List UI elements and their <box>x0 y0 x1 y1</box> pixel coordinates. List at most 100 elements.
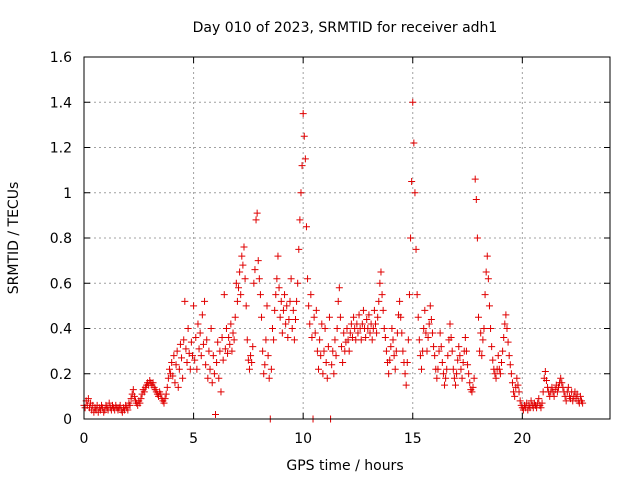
data-point <box>483 252 491 260</box>
x-tick-label: 10 <box>294 431 312 447</box>
data-point <box>304 275 312 283</box>
data-point <box>302 223 310 231</box>
data-point <box>515 388 523 396</box>
data-point <box>430 343 438 351</box>
chart-title: Day 010 of 2023, SRMTID for receiver adh… <box>193 20 498 36</box>
data-point <box>210 370 218 378</box>
data-point <box>207 325 215 332</box>
data-point <box>129 386 137 394</box>
data-point <box>332 352 340 360</box>
data-point <box>503 325 511 332</box>
data-point <box>126 401 134 409</box>
data-point <box>434 365 442 373</box>
data-point <box>363 315 371 323</box>
data-point <box>209 352 217 360</box>
data-point <box>358 320 366 328</box>
data-point <box>469 383 477 391</box>
data-point <box>307 291 315 299</box>
data-point <box>466 379 474 387</box>
data-point <box>306 320 314 328</box>
data-point <box>277 297 285 305</box>
data-point <box>286 297 294 305</box>
data-point <box>488 343 496 351</box>
data-point <box>461 334 469 342</box>
data-point <box>396 297 404 305</box>
data-point <box>218 334 226 342</box>
data-point <box>217 388 225 396</box>
data-point <box>288 325 296 332</box>
data-point <box>214 338 222 346</box>
data-point <box>308 334 316 342</box>
y-tick-label: 1.4 <box>50 95 72 111</box>
y-tick-labels: 0 0.2 0.4 0.6 0.8 1 1.2 1.4 1.6 <box>50 50 72 428</box>
data-point <box>471 175 479 183</box>
y-tick-label: 0.4 <box>50 322 72 338</box>
data-point <box>287 275 295 283</box>
data-point <box>459 358 467 366</box>
data-point <box>557 374 565 382</box>
data-point <box>478 352 486 360</box>
data-point <box>176 340 184 348</box>
y-tick-label: 0.8 <box>50 231 72 247</box>
data-point <box>231 313 239 321</box>
data-point <box>504 338 512 346</box>
data-point <box>366 329 374 337</box>
data-point <box>335 284 343 292</box>
data-point <box>324 343 332 351</box>
data-point <box>165 365 173 373</box>
data-point <box>240 243 248 251</box>
data-point <box>455 343 463 351</box>
data-point <box>182 345 190 353</box>
data-point <box>235 284 243 292</box>
data-point <box>420 325 428 332</box>
data-point <box>492 374 500 382</box>
data-point <box>275 284 283 292</box>
data-point <box>368 336 376 344</box>
data-point <box>377 268 385 276</box>
data-point <box>136 399 144 407</box>
data-point <box>195 345 203 353</box>
data-point <box>267 365 275 373</box>
data-point <box>171 379 179 387</box>
data-point <box>441 381 449 389</box>
data-point <box>229 329 237 337</box>
data-point <box>423 347 431 355</box>
data-point <box>354 329 362 337</box>
data-point <box>321 325 329 332</box>
data-point <box>564 383 572 391</box>
data-point <box>458 374 466 382</box>
data-point <box>140 388 148 396</box>
grid <box>84 57 610 419</box>
data-point <box>263 302 271 310</box>
data-point <box>333 325 341 332</box>
data-point <box>401 370 409 378</box>
data-point <box>418 365 426 373</box>
data-point <box>477 329 485 337</box>
data-point <box>446 320 454 328</box>
data-point <box>329 347 337 355</box>
data-point <box>378 291 386 299</box>
data-point <box>481 291 489 299</box>
data-point <box>243 336 251 344</box>
data-point <box>389 336 397 344</box>
data-point <box>162 390 170 398</box>
data-point <box>202 361 210 369</box>
data-point <box>170 352 178 360</box>
data-point <box>196 329 204 337</box>
data-point <box>427 315 435 323</box>
data-point <box>130 392 138 400</box>
y-tick-label: 0 <box>63 412 72 428</box>
data-point <box>316 336 324 344</box>
y-tick-label: 1.6 <box>50 50 72 66</box>
data-point <box>449 365 457 373</box>
data-point <box>505 352 513 360</box>
data-point <box>339 358 347 366</box>
data-point <box>381 334 389 342</box>
y-tick-label: 1 <box>63 186 72 202</box>
data-point <box>408 177 416 185</box>
data-point <box>457 365 465 373</box>
data-point <box>508 379 516 387</box>
data-point <box>357 336 365 344</box>
data-point <box>506 361 514 369</box>
